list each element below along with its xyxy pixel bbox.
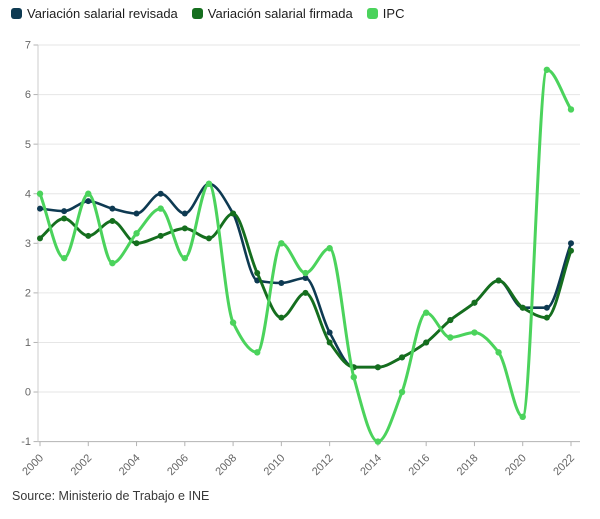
svg-text:-1: -1 [21, 436, 31, 448]
svg-text:2022: 2022 [551, 452, 577, 478]
legend-item-ipc: IPC [366, 6, 405, 21]
svg-text:6: 6 [25, 89, 31, 101]
legend-label-ipc: IPC [382, 6, 405, 21]
legend-item-revisada: Variación salarial revisada [11, 6, 178, 21]
svg-text:2008: 2008 [213, 452, 239, 478]
svg-text:5: 5 [25, 139, 31, 151]
svg-text:2014: 2014 [358, 452, 384, 478]
svg-text:2020: 2020 [503, 452, 529, 478]
legend-label-firmada: Variación salarial firmada [207, 6, 353, 21]
svg-text:2: 2 [25, 287, 31, 299]
svg-text:2004: 2004 [117, 452, 143, 478]
svg-text:4: 4 [25, 188, 31, 200]
svg-text:3: 3 [25, 238, 31, 250]
legend-label-revisada: Variación salarial revisada [27, 6, 178, 21]
svg-text:2012: 2012 [310, 452, 336, 478]
svg-text:1: 1 [25, 337, 31, 349]
svg-text:0: 0 [25, 387, 31, 399]
legend-swatch-firmada [191, 8, 203, 19]
chart-legend: Variación salarial revisada Variación sa… [11, 6, 596, 21]
svg-text:2018: 2018 [455, 452, 481, 478]
svg-text:2010: 2010 [262, 452, 288, 478]
source-note: Source: Ministerio de Trabajo e INE [12, 489, 210, 503]
svg-text:2006: 2006 [165, 452, 191, 478]
svg-text:2002: 2002 [69, 452, 95, 478]
svg-text:7: 7 [25, 40, 31, 52]
legend-swatch-ipc [366, 8, 378, 19]
legend-swatch-revisada [11, 8, 22, 19]
legend-item-firmada: Variación salarial firmada [191, 6, 353, 21]
svg-text:2000: 2000 [20, 452, 46, 478]
svg-text:2016: 2016 [406, 452, 432, 478]
